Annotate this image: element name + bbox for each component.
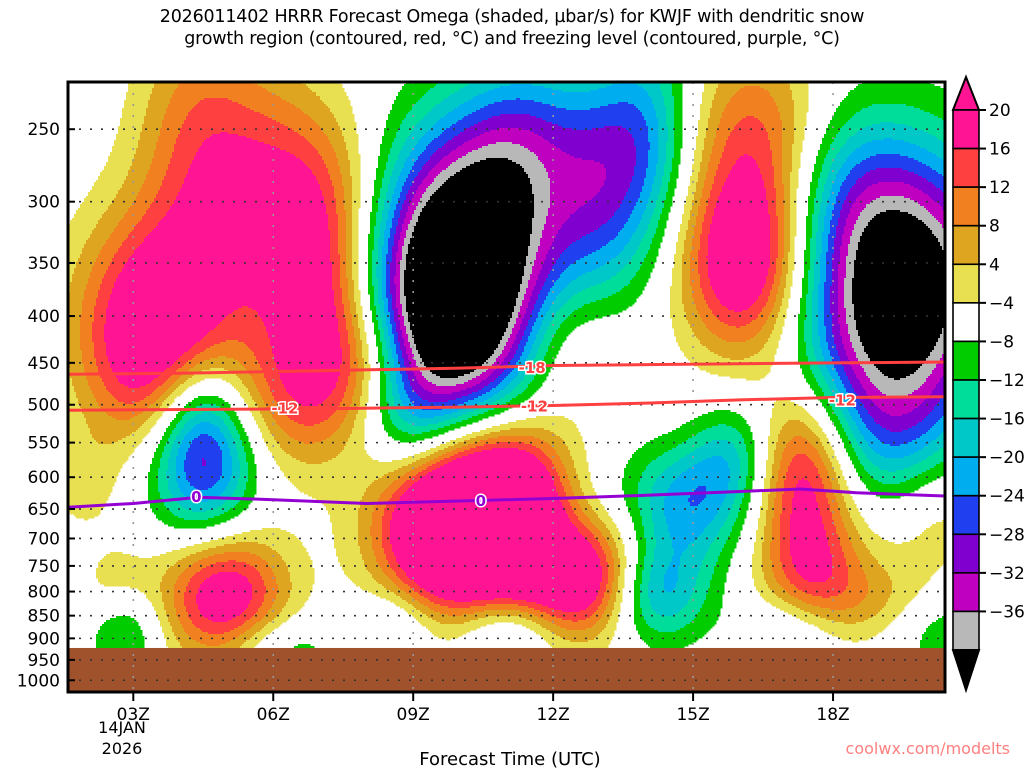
title-line-1: 2026011402 HRRR Forecast Omega (shaded, … [159, 7, 865, 27]
contour-lines [68, 360, 945, 509]
plot-frame [66, 80, 947, 694]
date-line-2: 2026 [102, 739, 143, 758]
omega-shaded-field [68, 82, 945, 683]
page-title: 2026011402 HRRR Forecast Omega (shaded, … [0, 6, 1024, 51]
y-axis: 2503003504004505005506006507007508008509… [17, 120, 75, 691]
terrain-band [68, 647, 945, 692]
x-axis-title: Forecast Time (UTC) [419, 749, 600, 768]
x-axis: 03Z 06Z 09Z 12Z 15Z 18Z [117, 692, 850, 725]
date-line-1: 14JAN [98, 718, 146, 737]
watermark: coolwx.com/modelts [845, 739, 1010, 758]
title-line-2: growth region (contoured, red, °C) and f… [184, 29, 840, 50]
contour-labels: -18-12 -12 -120 0 [190, 358, 858, 512]
